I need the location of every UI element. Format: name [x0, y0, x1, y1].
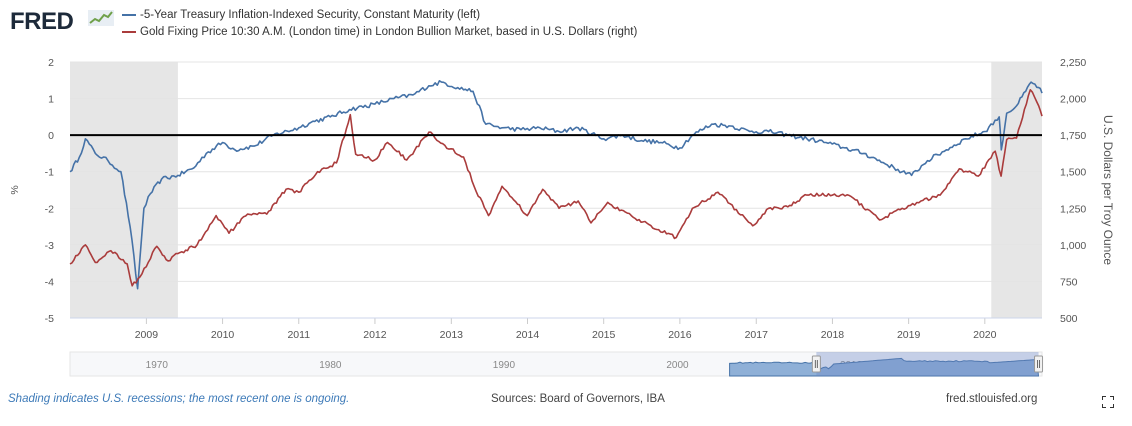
navigator-year-label: 2000	[666, 360, 689, 371]
y-tick-label-left: -4	[45, 276, 54, 288]
site-link[interactable]: fred.stlouisfed.org	[946, 393, 1038, 405]
x-tick-label: 2018	[821, 329, 845, 341]
x-tick-label: 2020	[973, 329, 997, 341]
x-tick-label: 2017	[745, 329, 769, 341]
y-tick-label-left: -1	[45, 167, 54, 179]
x-tick-label: 2010	[211, 329, 235, 341]
legend-label-tips: -5-Year Treasury Inflation-Indexed Secur…	[140, 9, 481, 21]
y-tick-label-left: 0	[48, 130, 54, 142]
range-navigator[interactable]: 197019801990200020102020	[69, 351, 1044, 377]
x-tick-label: 2014	[516, 329, 540, 341]
x-tick-label: 2015	[592, 329, 616, 341]
legend-swatch-blue	[122, 14, 136, 16]
x-tick-label: 2012	[363, 329, 387, 341]
x-tick-label: 2009	[135, 329, 159, 341]
y-tick-label-left: 2	[48, 57, 54, 69]
navigator-year-label: 1990	[493, 360, 516, 371]
navigator-handle-right[interactable]	[1034, 355, 1044, 373]
sources-text: Sources: Board of Governors, IBA	[491, 393, 665, 405]
y-tick-label-right: 1,250	[1060, 203, 1086, 215]
y-tick-label-right: 2,250	[1060, 57, 1086, 69]
series-line-gold-price	[69, 89, 1043, 287]
y-axis-title-left: %	[9, 185, 21, 194]
fred-logo[interactable]: FRED	[10, 8, 74, 35]
y-tick-label-left: -5	[45, 313, 54, 325]
fred-logo-graph-icon	[88, 10, 114, 26]
y-tick-label-right: 1,500	[1060, 167, 1086, 179]
legend-item-gold[interactable]: Gold Fixing Price 10:30 A.M. (London tim…	[122, 26, 637, 38]
recession-shade	[991, 62, 1042, 318]
legend-swatch-red	[122, 31, 136, 33]
y-tick-label-right: 2,000	[1060, 94, 1086, 106]
y-tick-label-left: -3	[45, 240, 54, 252]
y-tick-label-right: 1,000	[1060, 240, 1086, 252]
legend-label-gold: Gold Fixing Price 10:30 A.M. (London tim…	[140, 26, 638, 38]
navigator-year-label: 1970	[146, 360, 169, 371]
navigator-selection	[816, 352, 1039, 376]
navigator-handle-left[interactable]	[811, 355, 821, 373]
y-tick-label-left: -2	[45, 203, 54, 215]
recession-note: Shading indicates U.S. recessions; the m…	[8, 393, 350, 405]
fullscreen-icon[interactable]	[1102, 396, 1114, 408]
y-tick-label-right: 750	[1060, 276, 1078, 288]
y-tick-label-right: 1,750	[1060, 130, 1086, 142]
x-tick-label: 2019	[897, 329, 921, 341]
y-axis-title-right: U.S. Dollars per Troy Ounce	[1101, 115, 1115, 265]
x-tick-label: 2016	[668, 329, 692, 341]
legend-item-tips[interactable]: -5-Year Treasury Inflation-Indexed Secur…	[122, 9, 480, 21]
y-tick-label-right: 500	[1060, 313, 1078, 325]
navigator-series-area	[729, 357, 1040, 377]
y-tick-label-left: 1	[48, 94, 54, 106]
navigator-year-label: 1980	[319, 360, 342, 371]
x-tick-label: 2013	[440, 329, 464, 341]
x-tick-label: 2011	[287, 329, 310, 341]
series-line-tips-yield	[69, 80, 1043, 290]
plot-area: 2 1 0 -1 -2 -3 -4 -5 2,250 2,000 1,750 1,500 1,250 1,…	[9, 57, 1115, 341]
